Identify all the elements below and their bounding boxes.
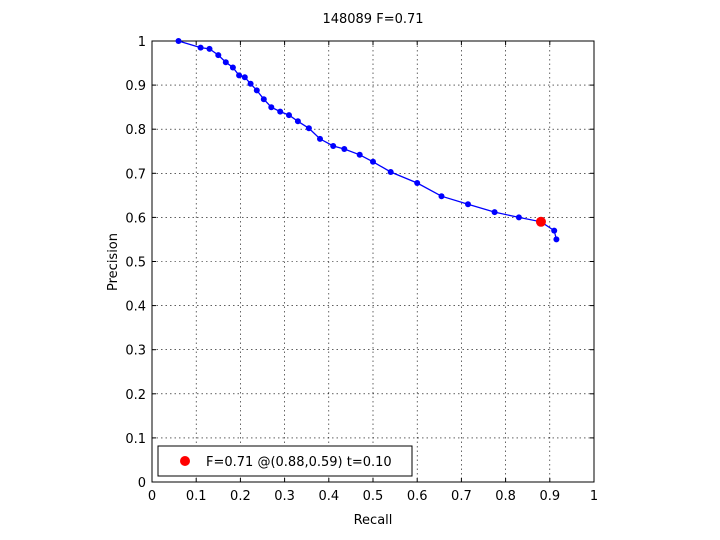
x-tick-labels: 0 0.1 0.2 0.3 0.4 0.5 0.6 0.7 0.8 0.9 1 [148, 489, 598, 504]
data-point [341, 146, 348, 152]
x-tick-label: 0.9 [539, 489, 560, 504]
data-point [330, 143, 337, 149]
axis-ticks [151, 40, 595, 483]
x-tick-label: 0.8 [495, 489, 516, 504]
legend-box [157, 445, 413, 477]
x-tick-label: 0.5 [363, 489, 384, 504]
x-tick-label: 0 [148, 489, 156, 504]
legend: F=0.71 @(0.88,0.59) t=0.10 [157, 445, 413, 477]
data-point [294, 118, 301, 125]
x-tick-label: 0.4 [318, 489, 339, 504]
data-point [215, 52, 222, 59]
data-point [222, 59, 229, 66]
data-point [387, 169, 394, 175]
data-point [253, 87, 260, 94]
precision-recall-series [175, 38, 560, 243]
data-point [438, 193, 445, 200]
data-point [197, 44, 204, 51]
y-tick-label: 0.9 [125, 79, 146, 94]
data-point [247, 80, 254, 87]
data-point [414, 180, 421, 186]
data-point [356, 151, 363, 158]
x-tick-label: 0.6 [407, 489, 428, 504]
chart-title: 148089 F=0.71 [322, 12, 423, 27]
y-tick-label: 0.2 [125, 388, 146, 403]
x-tick-label: 0.1 [186, 489, 207, 504]
data-point [260, 96, 267, 103]
y-tick-label: 0 [138, 476, 146, 491]
x-tick-label: 0.3 [274, 489, 295, 504]
data-point [268, 104, 275, 111]
y-tick-label: 0.7 [125, 167, 146, 182]
x-tick-label: 1 [590, 489, 598, 504]
best-f-point [535, 216, 546, 227]
data-point [317, 135, 323, 142]
data-point [551, 227, 558, 234]
data-point [277, 108, 284, 115]
data-point [236, 72, 243, 79]
legend-marker [180, 456, 190, 466]
y-tick-labels: 0 0.1 0.2 0.3 0.4 0.5 0.6 0.7 0.8 0.9 1 [125, 35, 146, 491]
data-point [229, 64, 236, 71]
data-point [241, 74, 248, 81]
y-tick-label: 0.6 [125, 211, 146, 226]
data-point [206, 45, 213, 52]
data-point [515, 214, 522, 221]
data-point [175, 38, 182, 44]
x-axis-label: Recall [354, 513, 393, 528]
y-axis-label: Precision [106, 233, 121, 291]
data-point [553, 236, 560, 243]
legend-label: F=0.71 @(0.88,0.59) t=0.10 [206, 455, 392, 470]
data-point [286, 112, 292, 119]
x-tick-label: 0.2 [230, 489, 251, 504]
x-tick-label: 0.7 [451, 489, 472, 504]
data-point [305, 125, 312, 132]
y-tick-label: 0.8 [125, 123, 146, 138]
y-tick-label: 0.4 [125, 300, 146, 315]
grid-lines [152, 41, 594, 482]
data-point [465, 201, 471, 208]
y-tick-label: 0.3 [125, 344, 146, 359]
y-tick-label: 0.5 [125, 256, 146, 271]
data-point [491, 209, 498, 216]
data-point [370, 158, 376, 165]
y-tick-label: 1 [138, 35, 146, 50]
y-tick-label: 0.1 [125, 432, 146, 447]
